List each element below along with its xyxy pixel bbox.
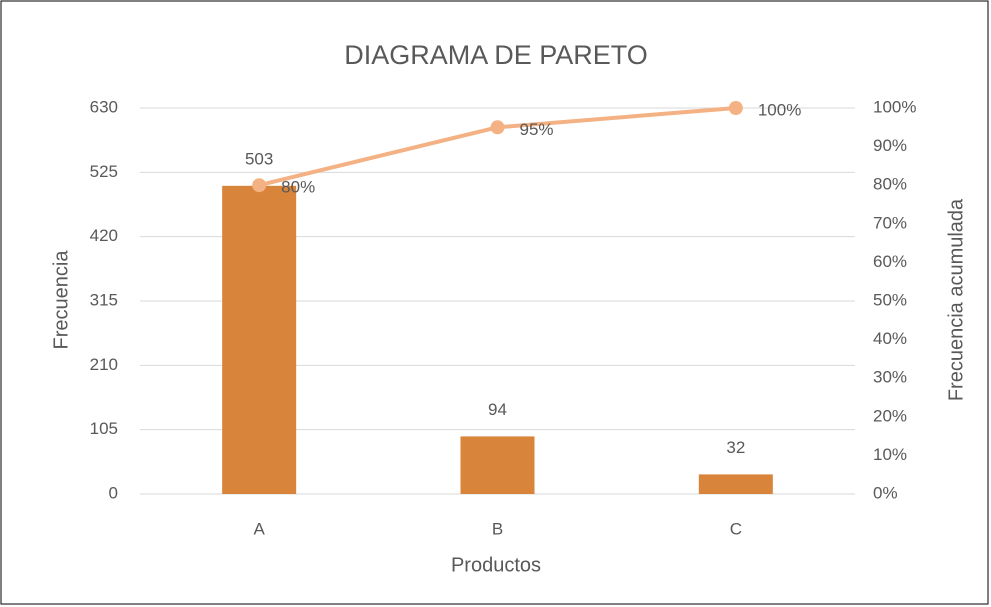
y2-tick-label: 0%	[873, 483, 898, 502]
y-tick-label: 315	[90, 290, 118, 309]
data-label: 100%	[758, 100, 801, 119]
data-label: 32	[726, 438, 745, 457]
y2-tick-label: 60%	[873, 252, 907, 271]
y-tick-label: 105	[90, 419, 118, 438]
y2-tick-label: 20%	[873, 406, 907, 425]
y-tick-label: 420	[90, 226, 118, 245]
data-label: 95%	[520, 120, 554, 139]
y-tick-label: 0	[109, 483, 118, 502]
y2-tick-label: 80%	[873, 175, 907, 194]
y-tick-label: 210	[90, 355, 118, 374]
marker	[490, 120, 505, 135]
y2-tick-label: 50%	[873, 290, 907, 309]
marker	[728, 101, 743, 115]
data-label: 80%	[281, 178, 315, 197]
bar	[222, 185, 297, 495]
bar	[698, 474, 773, 494]
y2-tick-label: 100%	[873, 97, 916, 116]
x-tick-label: C	[730, 519, 742, 538]
y2-tick-label: 40%	[873, 329, 907, 348]
chart-title: DIAGRAMA DE PARETO	[344, 40, 648, 70]
data-label: 94	[488, 400, 507, 419]
y2-tick-label: 10%	[873, 445, 907, 464]
x-axis-label: Productos	[451, 554, 541, 576]
y2-tick-label: 70%	[873, 213, 907, 232]
marker	[252, 178, 267, 193]
bar	[460, 436, 535, 494]
x-tick-label: A	[253, 519, 265, 538]
y2-tick-label: 90%	[873, 136, 907, 155]
data-label: 503	[245, 149, 273, 168]
x-tick-label: B	[492, 519, 503, 538]
y-axis-label: Frecuencia	[50, 250, 72, 350]
y2-axis-label: Frecuencia acumulada	[945, 198, 967, 401]
y2-tick-label: 30%	[873, 368, 907, 387]
y-tick-label: 630	[90, 97, 118, 116]
y-tick-label: 525	[90, 162, 118, 181]
